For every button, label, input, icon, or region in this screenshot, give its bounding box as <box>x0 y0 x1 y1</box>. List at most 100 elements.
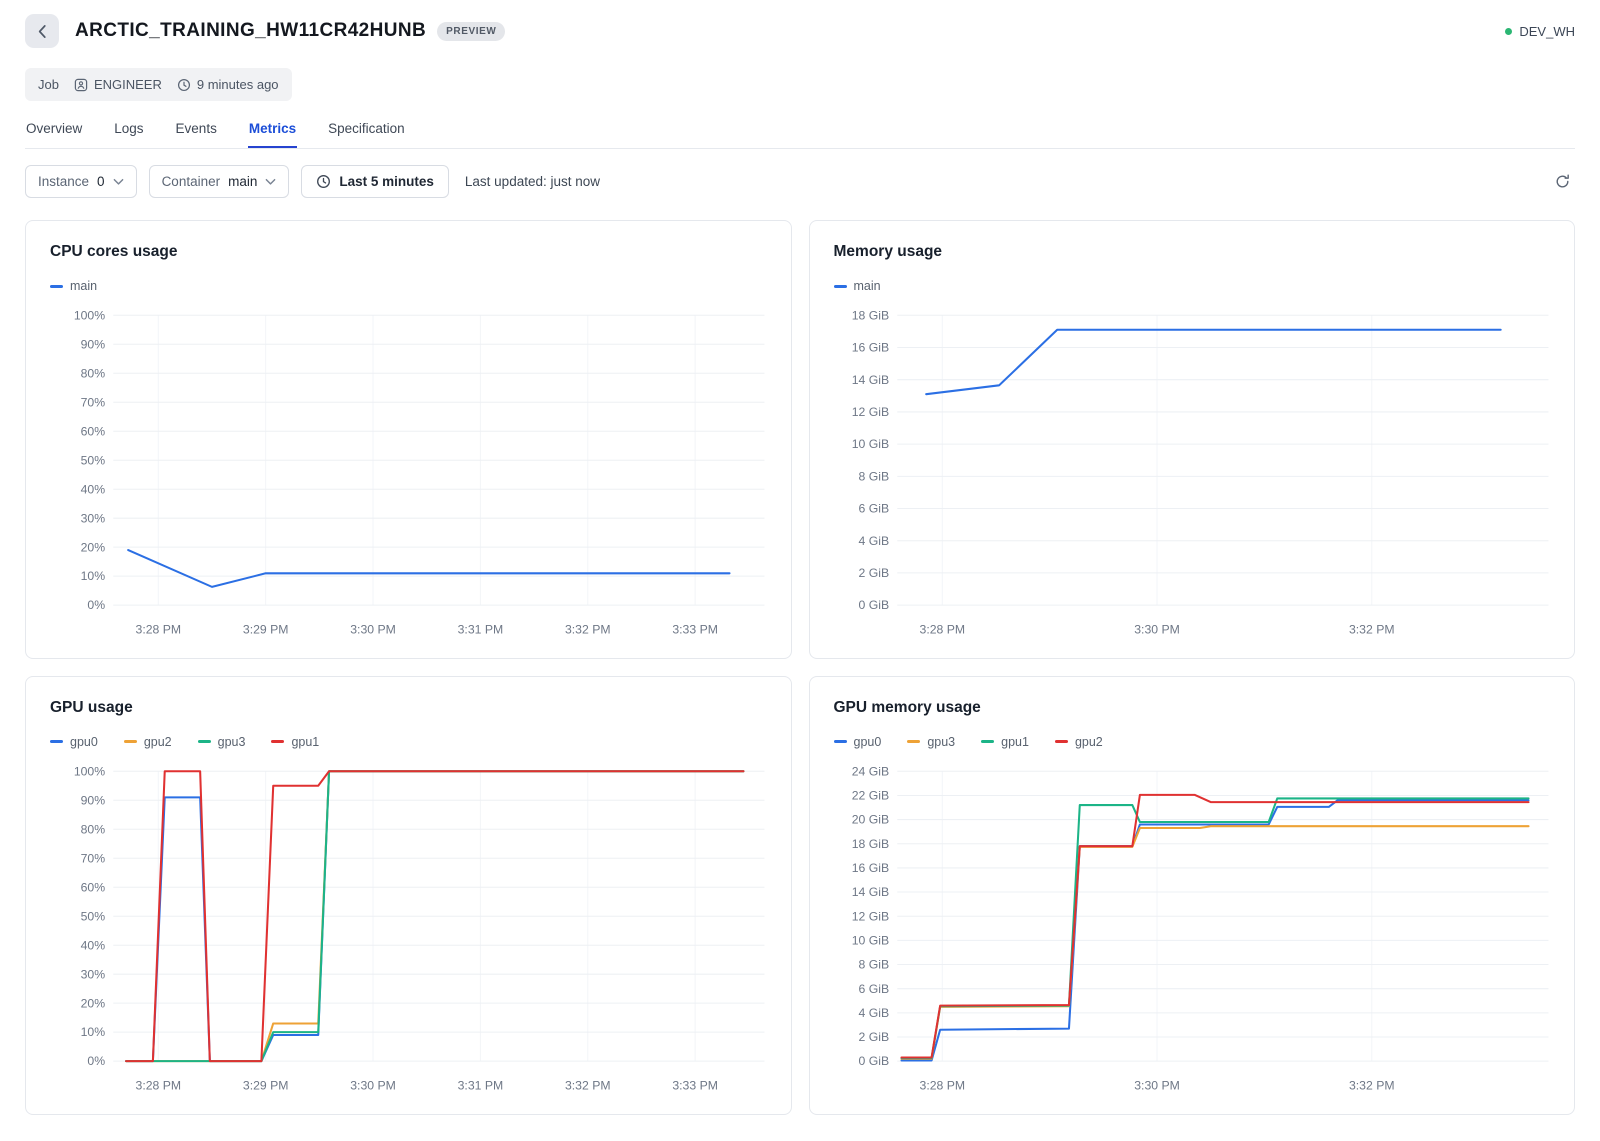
job-type-label: Job <box>38 77 59 92</box>
legend-item-main[interactable]: main <box>834 279 881 293</box>
chart-legend: main <box>834 279 1551 293</box>
gpu-usage-chart: 0%10%20%30%40%50%60%70%80%90%100%3:28 PM… <box>50 757 767 1102</box>
svg-text:0%: 0% <box>87 1054 105 1068</box>
memory-usage-chart: 0 GiB2 GiB4 GiB6 GiB8 GiB10 GiB12 GiB14 … <box>834 301 1551 646</box>
page: ARCTIC_TRAINING_HW11CR42HUNB PREVIEW DEV… <box>0 0 1600 1141</box>
svg-text:3:31 PM: 3:31 PM <box>458 623 504 637</box>
legend-item-gpu2[interactable]: gpu2 <box>1055 735 1103 749</box>
legend-item-main[interactable]: main <box>50 279 97 293</box>
svg-text:8 GiB: 8 GiB <box>858 469 889 483</box>
preview-badge: PREVIEW <box>437 22 505 41</box>
legend-item-gpu1[interactable]: gpu1 <box>981 735 1029 749</box>
svg-text:3:32 PM: 3:32 PM <box>565 1079 611 1093</box>
svg-text:70%: 70% <box>81 851 106 865</box>
svg-text:12 GiB: 12 GiB <box>851 909 888 923</box>
svg-text:10 GiB: 10 GiB <box>851 933 888 947</box>
tab-overview[interactable]: Overview <box>25 113 83 148</box>
svg-text:3:32 PM: 3:32 PM <box>565 623 611 637</box>
svg-text:3:29 PM: 3:29 PM <box>243 1079 289 1093</box>
series-line-main <box>926 330 1501 394</box>
legend-swatch <box>50 285 63 288</box>
svg-text:10 GiB: 10 GiB <box>851 437 888 451</box>
svg-text:40%: 40% <box>81 938 106 952</box>
legend-swatch <box>907 740 920 743</box>
job-age-label: 9 minutes ago <box>197 77 279 92</box>
chart-title: GPU usage <box>50 699 767 717</box>
chart-title: CPU cores usage <box>50 243 767 261</box>
tab-events[interactable]: Events <box>175 113 218 148</box>
svg-text:3:28 PM: 3:28 PM <box>919 1079 965 1093</box>
job-role: ENGINEER <box>74 77 162 92</box>
svg-text:18 GiB: 18 GiB <box>851 308 888 322</box>
svg-text:3:29 PM: 3:29 PM <box>243 623 289 637</box>
back-button[interactable] <box>25 14 59 48</box>
chevron-down-icon <box>265 178 276 186</box>
legend-swatch <box>981 740 994 743</box>
legend-item-gpu1[interactable]: gpu1 <box>271 735 319 749</box>
svg-text:90%: 90% <box>81 793 106 807</box>
svg-text:2 GiB: 2 GiB <box>858 1030 889 1044</box>
tab-logs[interactable]: Logs <box>113 113 144 148</box>
svg-text:30%: 30% <box>81 511 106 525</box>
time-range-button[interactable]: Last 5 minutes <box>301 165 449 198</box>
job-role-label: ENGINEER <box>94 77 162 92</box>
svg-text:80%: 80% <box>81 822 106 836</box>
svg-text:10%: 10% <box>81 1025 106 1039</box>
refresh-button[interactable] <box>1550 169 1575 194</box>
user-badge-icon <box>74 78 88 92</box>
svg-text:3:30 PM: 3:30 PM <box>350 623 396 637</box>
warehouse-indicator[interactable]: DEV_WH <box>1505 24 1575 39</box>
chart-title: Memory usage <box>834 243 1551 261</box>
instance-dropdown[interactable]: Instance 0 <box>25 165 137 198</box>
svg-text:3:28 PM: 3:28 PM <box>919 623 965 637</box>
instance-dropdown-label: Instance <box>38 174 89 189</box>
last-updated-text: Last updated: just now <box>465 174 600 189</box>
svg-text:4 GiB: 4 GiB <box>858 534 889 548</box>
clock-icon <box>177 78 191 92</box>
series-line-main <box>128 550 729 587</box>
svg-text:3:30 PM: 3:30 PM <box>350 1079 396 1093</box>
svg-text:30%: 30% <box>81 967 106 981</box>
svg-text:16 GiB: 16 GiB <box>851 861 888 875</box>
series-line-gpu2 <box>901 795 1528 1058</box>
svg-text:12 GiB: 12 GiB <box>851 405 888 419</box>
chart-title: GPU memory usage <box>834 699 1551 717</box>
legend-label: gpu1 <box>291 735 319 749</box>
svg-text:60%: 60% <box>81 424 106 438</box>
svg-text:2 GiB: 2 GiB <box>858 566 889 580</box>
svg-text:3:28 PM: 3:28 PM <box>136 623 182 637</box>
tab-bar: Overview Logs Events Metrics Specification <box>25 113 1575 149</box>
svg-text:3:32 PM: 3:32 PM <box>1348 623 1394 637</box>
series-line-gpu0 <box>901 800 1528 1060</box>
legend-item-gpu0[interactable]: gpu0 <box>50 735 98 749</box>
svg-text:3:30 PM: 3:30 PM <box>1134 1079 1180 1093</box>
svg-text:22 GiB: 22 GiB <box>851 789 888 803</box>
svg-text:60%: 60% <box>81 880 106 894</box>
legend-label: gpu1 <box>1001 735 1029 749</box>
tab-metrics[interactable]: Metrics <box>248 113 297 148</box>
svg-text:0 GiB: 0 GiB <box>858 1054 889 1068</box>
svg-text:40%: 40% <box>81 482 106 496</box>
svg-text:0%: 0% <box>87 598 105 612</box>
legend-item-gpu3[interactable]: gpu3 <box>907 735 955 749</box>
memory-usage-card: Memory usage main 0 GiB2 GiB4 GiB6 GiB8 … <box>809 220 1576 659</box>
svg-text:3:31 PM: 3:31 PM <box>458 1079 504 1093</box>
container-dropdown-label: Container <box>162 174 221 189</box>
legend-item-gpu3[interactable]: gpu3 <box>198 735 246 749</box>
legend-label: gpu2 <box>144 735 172 749</box>
legend-item-gpu0[interactable]: gpu0 <box>834 735 882 749</box>
svg-text:20%: 20% <box>81 996 106 1010</box>
container-dropdown[interactable]: Container main <box>149 165 290 198</box>
legend-swatch <box>834 285 847 288</box>
legend-label: gpu3 <box>218 735 246 749</box>
legend-swatch <box>124 740 137 743</box>
svg-text:3:33 PM: 3:33 PM <box>672 623 718 637</box>
svg-text:14 GiB: 14 GiB <box>851 373 888 387</box>
svg-text:100%: 100% <box>74 764 105 778</box>
legend-swatch <box>1055 740 1068 743</box>
legend-swatch <box>834 740 847 743</box>
legend-swatch <box>50 740 63 743</box>
refresh-icon <box>1554 173 1571 190</box>
tab-specification[interactable]: Specification <box>327 113 406 148</box>
legend-item-gpu2[interactable]: gpu2 <box>124 735 172 749</box>
